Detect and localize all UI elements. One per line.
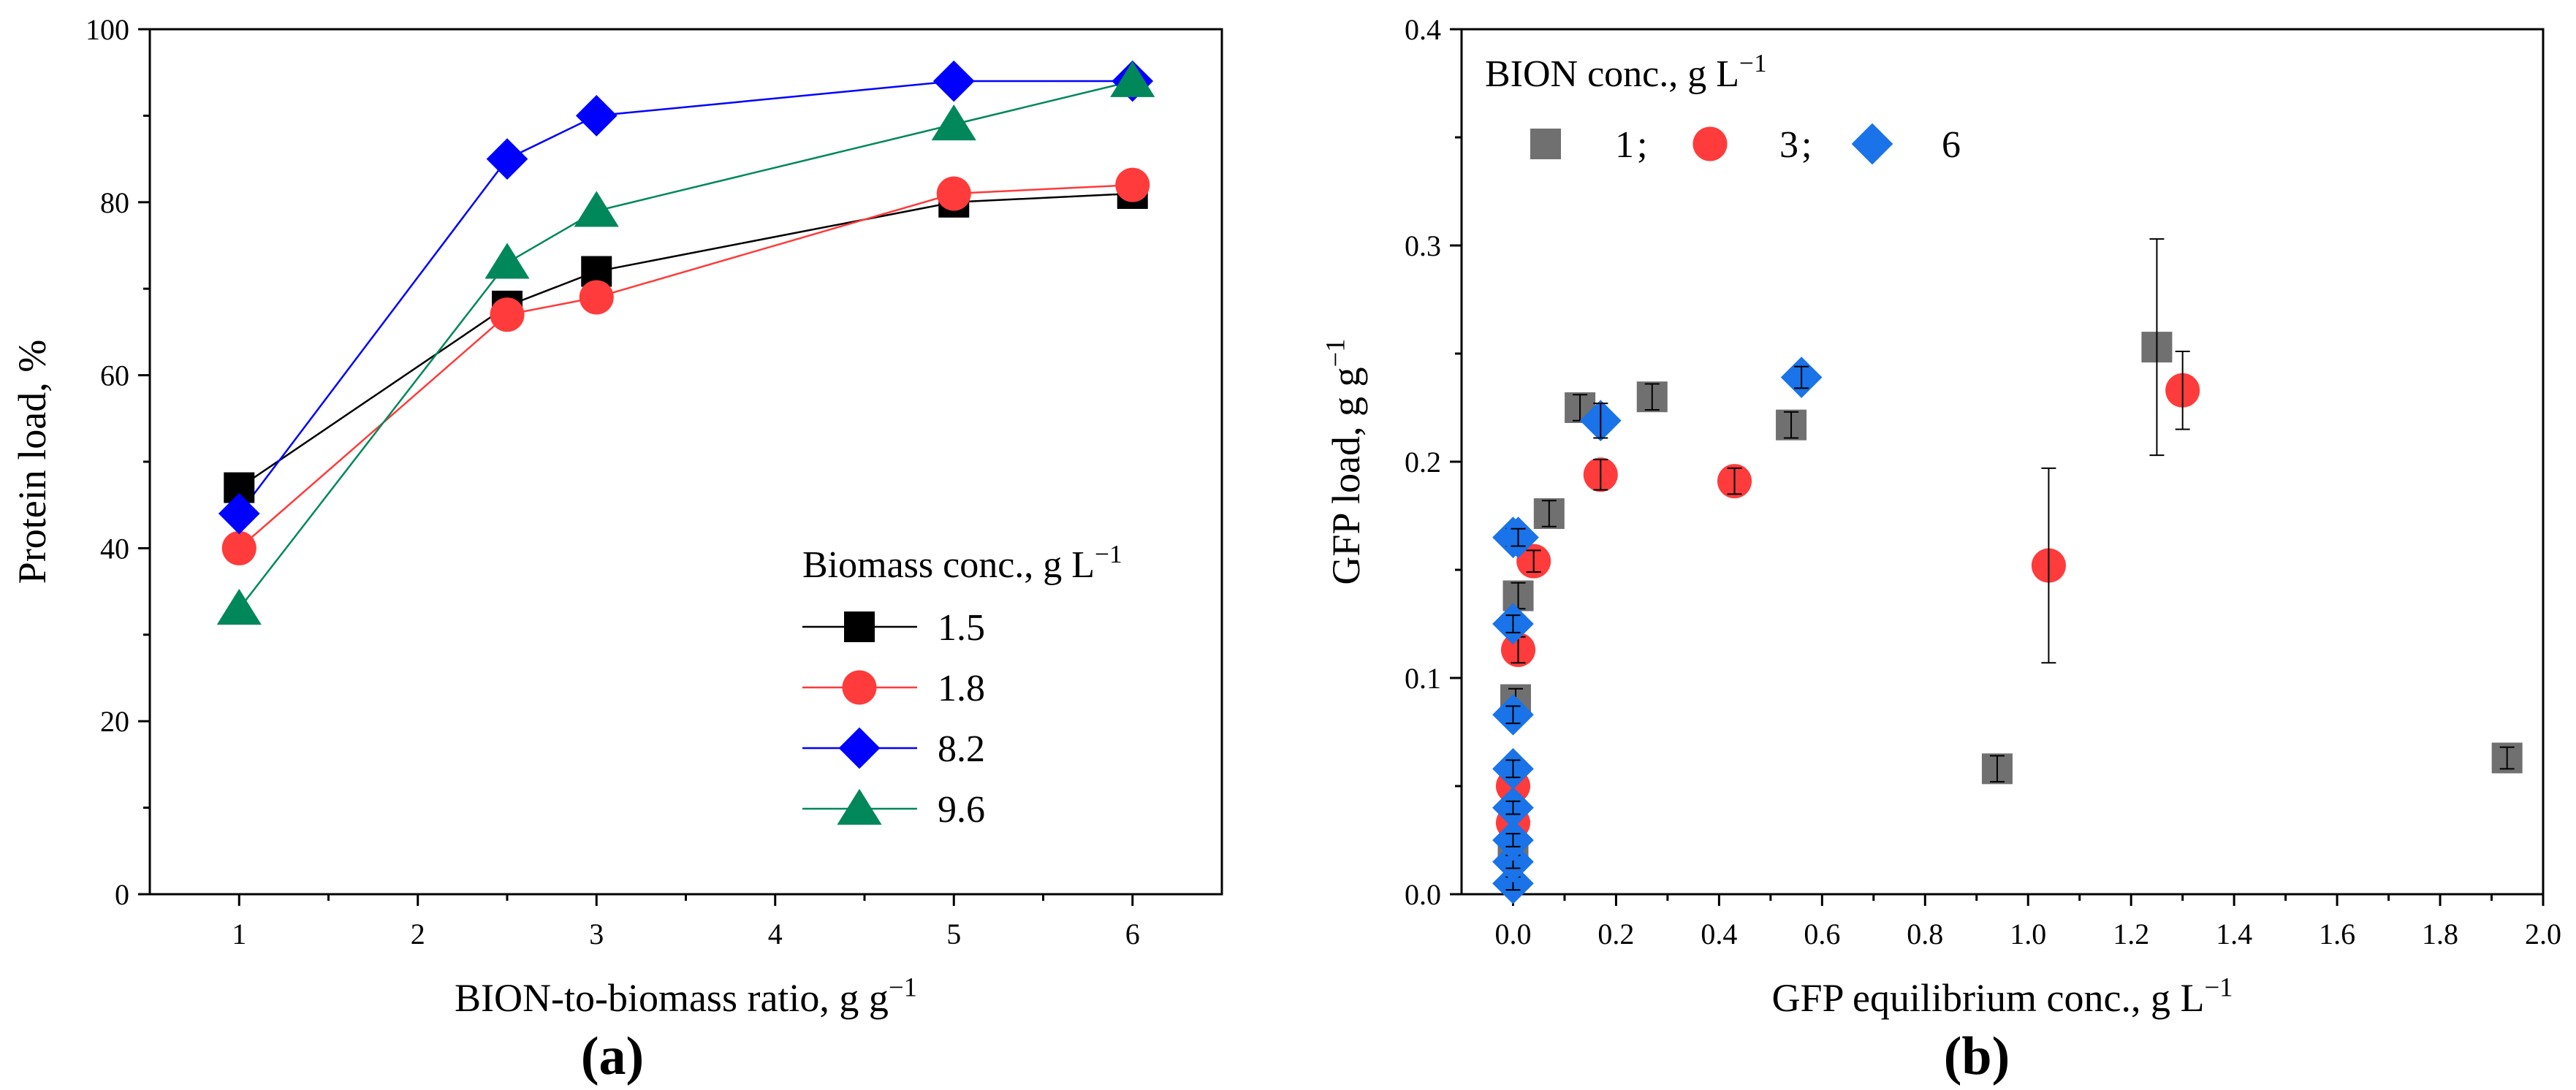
panel-a-x-axis-label: BION-to-biomass ratio, g g−1 [455, 972, 917, 1020]
panel-b-y-tick-label: 0.3 [1405, 229, 1441, 262]
panel-a-legend: Biomass conc., g L−1 1.5 1.8 8.2 9.6 [802, 539, 1122, 831]
panel-a-y-axis-label: Protein load, % [10, 340, 54, 584]
panel-b-x-tick-label: 1.2 [2113, 918, 2149, 950]
panel-b-legend-separator: ; [1801, 124, 1812, 166]
panel-a-series-1.8-line [238, 183, 1133, 549]
panel-a-series-1.8-point [1115, 167, 1150, 202]
panel-a-series-8.2-point [218, 492, 260, 535]
panel-a-y-tick-label: 40 [100, 532, 129, 565]
panel-b-x-axis-label-sup: −1 [2204, 972, 2233, 1002]
panel-b-y-axis-label: GFP load, g g−1 [1320, 338, 1368, 584]
panel-a-legend-8.2-label: 8.2 [938, 728, 985, 770]
panel-a-series-8.2-point [575, 95, 618, 137]
panel-a-legend-title-main: Biomass conc., g L [802, 544, 1095, 586]
panel-b-legend-1-label: 1 [1615, 124, 1634, 166]
panel-b-x-tick-label: 1.8 [2422, 918, 2458, 950]
panel-b: 0.0 0.2 0.4 0.6 0.8 1.0 1.2 1.4 1.6 1.8 2.0 0.0 0.1 0… [1320, 13, 2561, 1086]
panel-b-legend-1-marker [1530, 129, 1561, 159]
panel-a-x-tick-label: 6 [1125, 918, 1140, 950]
panel-b-x-tick-label: 2.0 [2525, 918, 2561, 950]
panel-a-series-8.2-point [486, 138, 528, 180]
panel-a-series-1.8-point [579, 280, 614, 315]
panel-a-legend-1.5-marker [844, 611, 875, 642]
panel-b-y-axis-label-sup: −1 [1320, 338, 1350, 367]
panel-a-y-tick-label: 0 [115, 878, 129, 911]
panel-a-series-9.6-point [931, 104, 976, 141]
panel-a-legend-title-sup: −1 [1095, 539, 1122, 568]
panel-b-label: (b) [1944, 1026, 2010, 1086]
panel-b-x-tick-label: 0.2 [1597, 918, 1634, 950]
panel-b-x-axis-label-main: GFP equilibrium conc., g L [1771, 976, 2204, 1020]
panel-b-y-tick-label: 0.4 [1405, 13, 1441, 46]
panel-a-series-9.6-point [574, 191, 619, 227]
panel-b-x-axis-label: GFP equilibrium conc., g L−1 [1771, 972, 2233, 1020]
panel-b-legend-title-main: BION conc., g L [1485, 53, 1739, 95]
panel-a-legend-9.6-label: 9.6 [938, 789, 985, 831]
panel-b-legend-6-label: 6 [1942, 124, 1961, 166]
panel-b-x-tick-label: 1.0 [2010, 918, 2046, 950]
panel-a-series-9.6-point [1110, 61, 1155, 97]
panel-a-series-8.2-line [238, 80, 1133, 514]
panel-b-x-tick-label: 1.6 [2319, 918, 2355, 950]
panel-a-y-tick-label: 100 [86, 13, 129, 46]
panel-a-x-tick-label: 5 [946, 918, 961, 950]
panel-a-y-tick-label: 60 [100, 359, 129, 392]
panel-a-x-tick-label: 4 [768, 918, 783, 950]
panel-a-plot-frame [148, 28, 1223, 896]
panel-a-series-9.6-point [485, 243, 530, 279]
panel-a-x-tick-label: 1 [232, 918, 246, 950]
panel-b-x-tick-label: 0.4 [1701, 918, 1737, 950]
panel-a-y-tick-label: 80 [100, 186, 129, 219]
panel-b-legend-3-marker [1692, 126, 1728, 161]
panel-b-y-axis-label-main: GFP load, g g [1324, 367, 1368, 585]
panel-b-legend-3-label: 3 [1779, 124, 1798, 166]
panel-b-legend-6-marker [1851, 123, 1893, 165]
panel-a-series-9.6-line [238, 80, 1133, 610]
panel-b-x-tick-label: 0.0 [1494, 918, 1531, 950]
panel-b-y-tick-label: 0.0 [1405, 878, 1441, 911]
panel-b-x-tick-label: 0.6 [1804, 918, 1840, 950]
panel-a-series-9.6-point [216, 588, 262, 625]
panel-b-y-tick-label: 0.1 [1405, 662, 1441, 695]
panel-b-x-tick-label: 0.8 [1907, 918, 1943, 950]
panel-a-legend-title: Biomass conc., g L−1 [802, 539, 1122, 586]
panel-a-x-tick-label: 3 [589, 918, 604, 950]
panel-b-legend-title: BION conc., g L−1 [1485, 48, 1767, 95]
panel-b-x-tick-label: 1.4 [2216, 918, 2252, 950]
panel-a-legend-1.8-marker [842, 670, 877, 705]
panel-a-x-axis-label-sup: −1 [889, 972, 917, 1002]
panel-a-x-axis-label-main: BION-to-biomass ratio, g g [455, 976, 889, 1020]
panel-b-legend: BION conc., g L−11; 3; 6 [1485, 48, 1961, 166]
panel-a-legend-1.8-label: 1.8 [938, 668, 985, 709]
panel-b-legend-separator: ; [1637, 124, 1647, 166]
panel-b-legend-title-sup: −1 [1739, 48, 1767, 77]
panel-a-legend-8.2-marker [838, 727, 881, 769]
panel-b-y-tick-label: 0.2 [1405, 446, 1441, 479]
panel-a-label: (a) [581, 1026, 644, 1086]
panel-a-legend-1.5-label: 1.5 [938, 607, 985, 649]
panel-a-series-1.8-point [936, 176, 971, 211]
panel-a-y-tick-label: 20 [100, 705, 129, 738]
panel-a-series-1.8-point [490, 297, 525, 332]
panel-a-x-tick-label: 2 [411, 918, 425, 950]
panel-a-legend-9.6-marker [837, 788, 882, 825]
panel-a-series-8.2-point [932, 60, 975, 102]
panel-a-series-1.8-point [221, 530, 257, 565]
panel-a-series-1.5-line [238, 192, 1133, 489]
